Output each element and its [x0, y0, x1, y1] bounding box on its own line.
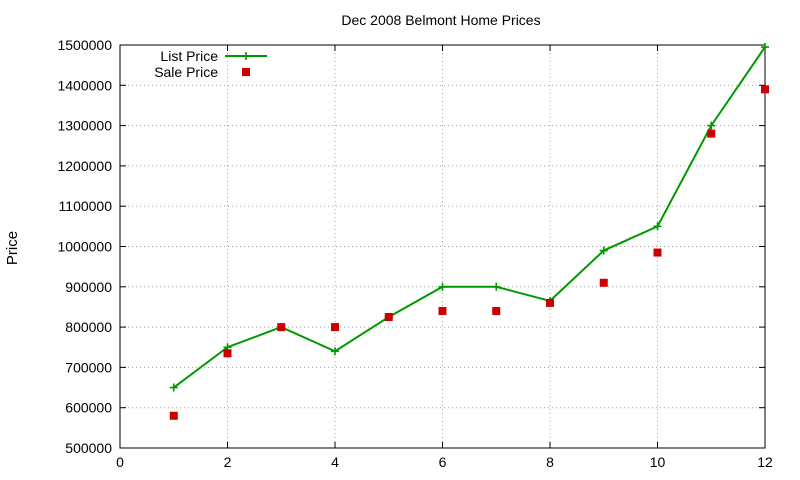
y-tick-label: 700000: [65, 359, 112, 375]
y-tick-label: 1300000: [57, 118, 112, 134]
x-tick-label: 10: [650, 454, 666, 470]
series-layer: [169, 43, 769, 420]
sale-price-point: [331, 323, 339, 332]
x-tick-label: 4: [331, 454, 339, 470]
list-price-point: [599, 246, 608, 255]
sale-price-point: [653, 248, 662, 257]
list-price-line: [173, 46, 766, 389]
list-price-point: [653, 222, 662, 231]
series-list-price: [169, 43, 769, 392]
y-tick-label: 1400000: [57, 77, 112, 93]
y-tick-label: 900000: [65, 279, 112, 295]
grid-lines: [120, 45, 765, 448]
series-sale-price: [169, 85, 769, 420]
legend-swatch-marker: [242, 68, 250, 76]
x-tick-label: 8: [546, 454, 554, 470]
y-tick-label: 1200000: [57, 158, 112, 174]
sale-price-point: [599, 278, 608, 287]
x-tick-label: 12: [757, 454, 773, 470]
legend-label: Sale Price: [154, 64, 218, 80]
sale-price-point: [277, 323, 286, 332]
y-tick-label: 500000: [65, 440, 112, 456]
legend-swatch-marker: [242, 52, 250, 60]
y-tick-label: 600000: [65, 400, 112, 416]
x-tick-label: 2: [224, 454, 232, 470]
x-tick-label: 6: [439, 454, 447, 470]
list-price-point: [492, 282, 501, 291]
chart-title: Dec 2008 Belmont Home Prices: [341, 12, 540, 28]
sale-price-point: [707, 129, 716, 138]
sale-price-point: [384, 313, 393, 322]
list-price-point: [438, 282, 447, 291]
list-price-point: [761, 43, 769, 52]
sale-price-point: [169, 411, 178, 420]
y-tick-label: 1100000: [59, 198, 113, 214]
legend-label: List Price: [160, 48, 218, 64]
y-tick-label: 1500000: [57, 37, 112, 53]
y-tick-label: 1000000: [57, 239, 112, 255]
sale-price-point: [546, 298, 554, 307]
list-price-point: [331, 347, 339, 356]
y-axis-label: Price: [4, 231, 21, 265]
sale-price-point: [223, 349, 232, 358]
list-price-point: [707, 121, 716, 130]
x-tick-label: 0: [116, 454, 124, 470]
axes: 0 2 4 6 8 10 12 500000 600000 700000 800000 900000 1…: [57, 37, 773, 470]
list-price-point: [169, 383, 178, 392]
sale-price-point: [438, 306, 447, 315]
sale-price-point: [761, 85, 769, 94]
y-tick-label: 800000: [65, 319, 112, 335]
sale-price-point: [492, 306, 501, 315]
